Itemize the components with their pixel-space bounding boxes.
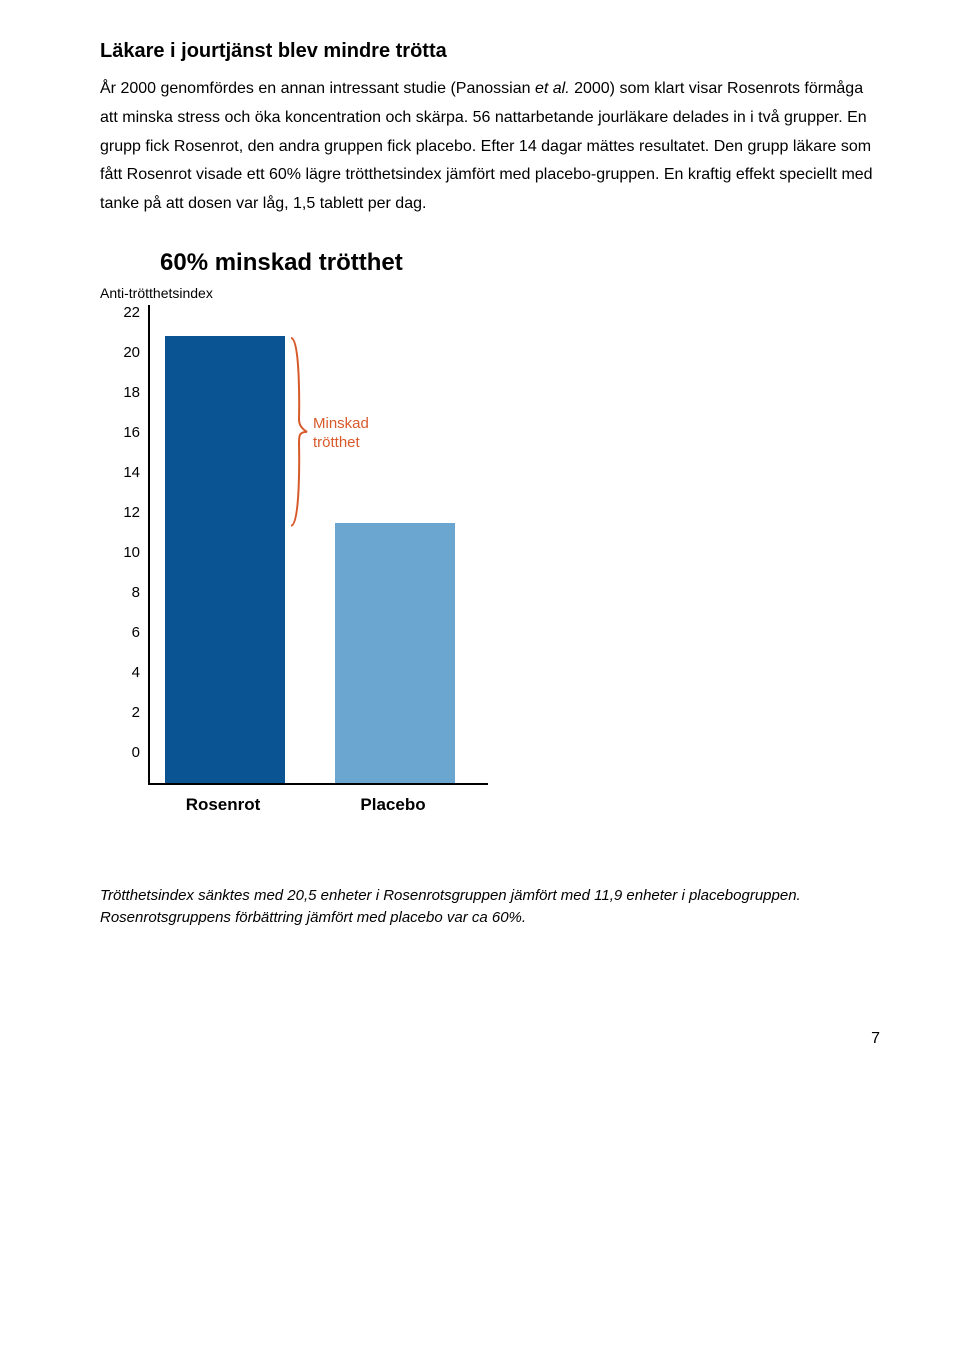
x-axis-labels: Rosenrot Placebo — [148, 795, 880, 815]
chart-annotation: Minskad trötthet — [313, 414, 369, 453]
plot-area: Minskad trötthet — [148, 305, 488, 785]
section-heading: Läkare i jourtjänst blev mindre trötta — [100, 40, 880, 63]
chart-body: 2220181614121086420 Minskad trötthet — [100, 305, 880, 785]
y-tick: 6 — [132, 625, 140, 665]
x-label: Placebo — [333, 795, 453, 815]
y-tick: 20 — [123, 345, 140, 385]
chart-title: 60% minskad trötthet — [160, 249, 880, 277]
bar-chart: 60% minskad trötthet Anti-trötthetsindex… — [100, 249, 880, 815]
x-label: Rosenrot — [163, 795, 283, 815]
para-part-1: År 2000 genomfördes en annan intressant … — [100, 80, 535, 97]
caption-line1: Trötthetsindex sänktes med 20,5 enheter … — [100, 887, 801, 904]
bars-group — [150, 305, 488, 783]
annotation-line2: trötthet — [313, 433, 369, 453]
bar-placebo — [335, 523, 455, 783]
y-axis-label: Anti-trötthetsindex — [100, 285, 880, 301]
annotation-bracket-icon — [291, 338, 311, 526]
y-tick: 0 — [132, 745, 140, 785]
body-paragraph: År 2000 genomfördes en annan intressant … — [100, 75, 880, 219]
y-tick: 4 — [132, 665, 140, 705]
y-tick: 12 — [123, 505, 140, 545]
y-tick: 22 — [123, 305, 140, 345]
page-number: 7 — [100, 1030, 880, 1048]
y-tick: 18 — [123, 385, 140, 425]
para-italic: et al. — [535, 80, 570, 97]
caption-line2: Rosenrotsgruppens förbättring jämfört me… — [100, 909, 526, 926]
y-tick: 14 — [123, 465, 140, 505]
y-tick: 8 — [132, 585, 140, 625]
annotation-line1: Minskad — [313, 414, 369, 434]
y-tick: 16 — [123, 425, 140, 465]
para-part-3: 2000) som klart visar Rosenrots förmåga … — [100, 80, 873, 212]
bar-rosenrot — [165, 336, 285, 783]
y-axis: 2220181614121086420 — [100, 305, 140, 785]
y-tick: 2 — [132, 705, 140, 745]
chart-caption: Trötthetsindex sänktes med 20,5 enheter … — [100, 885, 880, 930]
y-tick: 10 — [123, 545, 140, 585]
